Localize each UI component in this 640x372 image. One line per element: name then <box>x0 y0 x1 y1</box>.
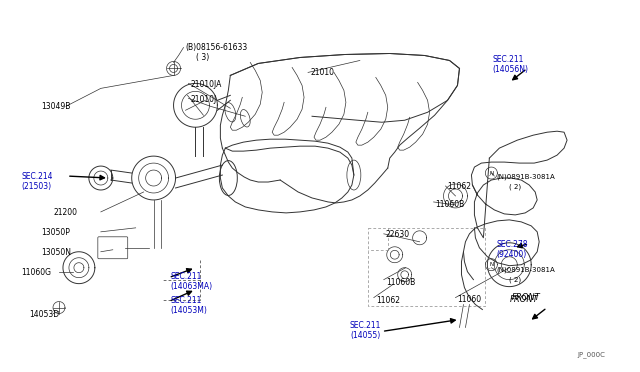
Text: (14053M): (14053M) <box>171 305 207 315</box>
Text: 11060: 11060 <box>458 295 482 304</box>
Text: SEC.278: SEC.278 <box>497 240 528 249</box>
Text: 22630: 22630 <box>386 230 410 239</box>
Text: FRONT: FRONT <box>511 292 540 302</box>
Text: 13050N: 13050N <box>41 248 71 257</box>
Text: 13049B: 13049B <box>41 102 70 111</box>
Text: (14055): (14055) <box>350 331 380 340</box>
Text: N: N <box>490 262 493 267</box>
Text: 13050P: 13050P <box>41 228 70 237</box>
Text: (21503): (21503) <box>21 182 51 191</box>
Text: (14056N): (14056N) <box>492 65 529 74</box>
Text: (92400): (92400) <box>497 250 527 259</box>
Text: 11060B: 11060B <box>436 200 465 209</box>
Text: 21010JA: 21010JA <box>191 80 222 89</box>
Text: SEC.211: SEC.211 <box>492 55 524 64</box>
Text: SEC.211: SEC.211 <box>350 321 381 330</box>
Text: 21200: 21200 <box>53 208 77 217</box>
Text: 11060G: 11060G <box>21 268 51 277</box>
Text: JP_000C: JP_000C <box>577 352 605 358</box>
Text: (14063MA): (14063MA) <box>171 282 212 291</box>
Text: (B)08156-61633: (B)08156-61633 <box>186 42 248 52</box>
Text: ( 2): ( 2) <box>509 183 522 189</box>
Text: FRONT: FRONT <box>509 295 538 304</box>
Text: N: N <box>490 170 493 176</box>
Text: (N)0891B-3081A: (N)0891B-3081A <box>497 173 555 180</box>
Text: SEC.214: SEC.214 <box>21 172 52 181</box>
Text: SEC.211: SEC.211 <box>171 272 202 281</box>
Text: 11062: 11062 <box>376 296 400 305</box>
Text: 11060B: 11060B <box>386 278 415 287</box>
Text: SEC.211: SEC.211 <box>171 296 202 305</box>
Text: 21010J: 21010J <box>191 95 217 104</box>
Text: 21010: 21010 <box>310 68 334 77</box>
Text: (N)0891B-3081A: (N)0891B-3081A <box>497 267 555 273</box>
Text: ( 2): ( 2) <box>509 277 522 283</box>
Text: ( 3): ( 3) <box>196 52 210 61</box>
Bar <box>368 228 485 305</box>
Text: 11062: 11062 <box>447 182 472 191</box>
Text: 14053D: 14053D <box>29 310 60 318</box>
